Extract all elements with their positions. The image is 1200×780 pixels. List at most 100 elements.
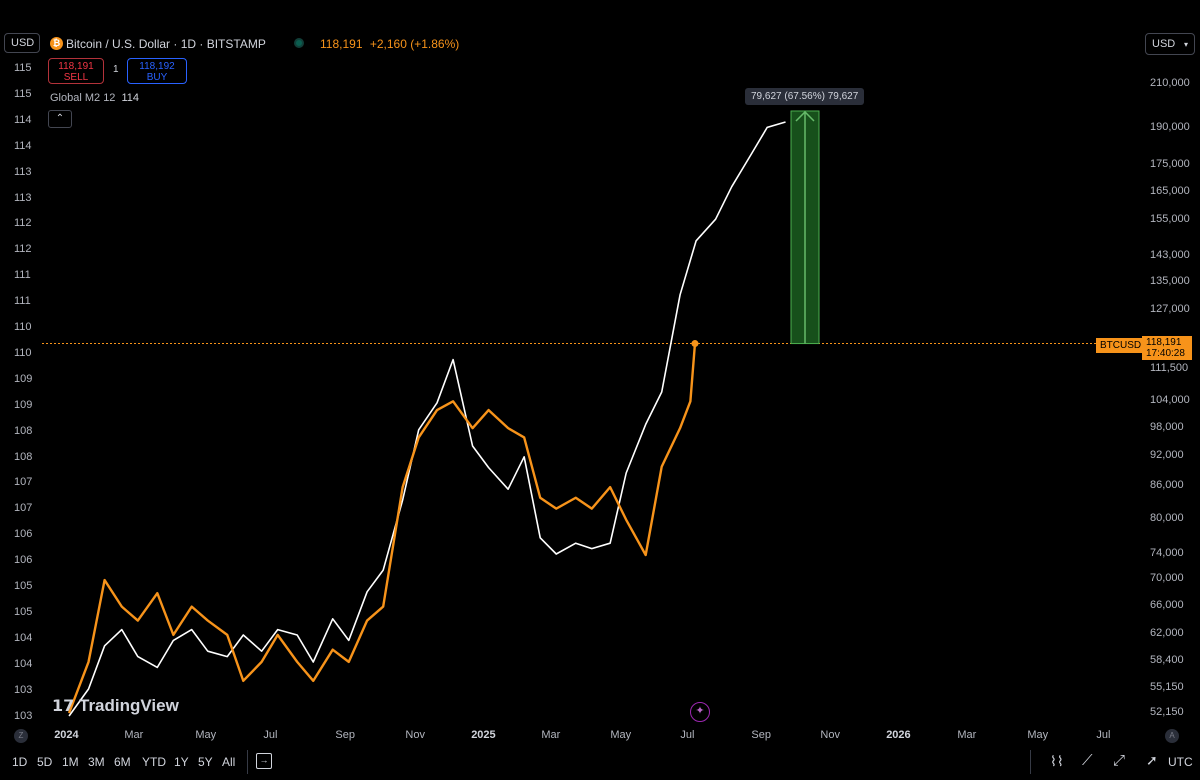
assistant-icon[interactable]: ✦ [690, 702, 710, 722]
toolbar-separator [1030, 750, 1031, 774]
chevron-down-icon: ▾ [1183, 39, 1188, 49]
zoom-left-button[interactable]: Z [14, 729, 28, 743]
left-axis-tick: 104 [14, 631, 33, 644]
ray-line-icon[interactable]: ⤢ [1113, 752, 1126, 769]
left-axis-tick: 105 [14, 580, 33, 592]
left-axis-tick: 106 [14, 554, 33, 567]
price-tag-value: 118,191 [1146, 337, 1182, 348]
spread-value: 1 [113, 64, 119, 75]
sell-label: SELL [63, 72, 89, 83]
right-axis-tick: 74,000 [1150, 547, 1184, 559]
price-header: 118,191 +2,160 (+1.86%) [320, 37, 459, 51]
time-axis-tick: Mar [124, 729, 144, 741]
timeframe-button-1y[interactable]: 1Y [174, 755, 189, 769]
symbol-title[interactable]: Bitcoin / U.S. Dollar · 1D · BITSTAMP [66, 37, 266, 51]
measure-arrow-head [795, 110, 815, 122]
left-axis-tick: 107 [14, 502, 33, 515]
timezone-label[interactable]: UTC [1168, 755, 1193, 769]
left-price-axis[interactable]: 115 115 114 114 113 113 112 112 111 111 110 110 109 1… [0, 0, 40, 780]
time-axis-tick: 2026 [886, 729, 911, 741]
left-axis-tick: 109 [14, 372, 33, 385]
currency-selector-left[interactable]: USD [4, 33, 40, 53]
auto-scale-button[interactable]: A [1165, 729, 1179, 743]
timeframe-button-all[interactable]: All [222, 755, 236, 769]
sell-price: 118,191 [58, 61, 94, 72]
left-axis-tick: 114 [14, 139, 32, 152]
left-axis-tick: 112 [14, 243, 32, 256]
right-axis-tick: 127,000 [1150, 303, 1190, 315]
right-axis-tick: 92,000 [1150, 449, 1184, 461]
time-axis-tick: Sep [751, 729, 771, 741]
indicator-value: 114 [121, 92, 139, 104]
left-axis-tick: 103 [14, 709, 33, 722]
left-axis-tick: 111 [14, 295, 31, 308]
collapse-legend-button[interactable]: ⌃ [48, 110, 72, 128]
left-axis-tick: 109 [14, 398, 33, 411]
price-tag-countdown: 17:40:28 [1146, 348, 1185, 359]
left-axis-tick: 112 [14, 217, 32, 230]
right-axis-tick: 62,000 [1150, 627, 1184, 639]
currency-selector-right[interactable]: USD ▾ [1145, 33, 1195, 55]
date-range-icon[interactable]: → [256, 753, 272, 769]
left-axis-tick: 114 [14, 113, 32, 126]
timeframe-button-3m[interactable]: 3M [88, 755, 105, 769]
tv-logo-icon: 𝟭𝟳 [52, 698, 75, 715]
tradingview-logo: 𝟭𝟳 TradingView [52, 696, 179, 716]
tv-logo-text: TradingView [79, 696, 179, 715]
time-axis-tick: Jul [263, 729, 278, 741]
timeframe-button-1d[interactable]: 1D [12, 755, 28, 769]
left-axis-tick: 113 [14, 165, 32, 178]
m2-series-line [68, 121, 786, 717]
trend-line-icon[interactable]: ⟋ [1082, 752, 1093, 769]
right-axis-tick: 210,000 [1150, 77, 1190, 89]
right-axis-tick: 111,500 [1150, 362, 1189, 374]
left-axis-tick: 105 [14, 605, 33, 618]
left-axis-tick: 111 [14, 269, 31, 282]
price-change: +2,160 (+1.86%) [369, 37, 460, 51]
btc-series-line [67, 343, 697, 714]
time-axis-tick: 2024 [54, 729, 79, 741]
time-axis-tick: Jul [680, 729, 695, 741]
left-axis-tick: 108 [14, 424, 33, 437]
market-status-icon[interactable] [294, 38, 304, 48]
measure-label: 79,627 (67.56%) 79,627 [745, 88, 865, 105]
indicator-legend[interactable]: Global M2 12 114 [50, 92, 139, 104]
right-axis-tick: 66,000 [1150, 599, 1184, 611]
buy-label: BUY [146, 72, 168, 83]
indicator-name: Global M2 12 [50, 92, 116, 104]
right-axis-tick: 70,000 [1150, 572, 1184, 584]
timeframe-button-6m[interactable]: 6M [114, 755, 131, 769]
right-axis-tick: 190,000 [1150, 121, 1190, 133]
currency-label-left: USD [11, 37, 35, 49]
right-axis-tick: 175,000 [1150, 158, 1190, 170]
bitcoin-icon: ₿ [50, 37, 63, 50]
time-axis-tick: Nov [405, 729, 425, 741]
left-axis-tick: 106 [14, 528, 33, 541]
left-axis-tick: 104 [14, 657, 33, 670]
time-axis-tick: May [610, 729, 632, 741]
indicators-chart-icon[interactable]: ⌇⌇ [1050, 753, 1064, 769]
timeframe-button-5y[interactable]: 5Y [198, 755, 213, 769]
time-axis-tick: Mar [541, 729, 561, 741]
time-axis-tick: Nov [820, 729, 840, 741]
right-axis-tick: 58,400 [1150, 654, 1184, 666]
timeframe-button-5d[interactable]: 5D [37, 755, 53, 769]
buy-price: 118,192 [139, 61, 175, 72]
time-axis-tick: 2025 [471, 729, 496, 741]
cursor-icon[interactable]: ➚ [1146, 752, 1158, 768]
left-axis-tick: 113 [14, 191, 32, 204]
timeframe-button-ytd[interactable]: YTD [142, 755, 166, 769]
buy-button[interactable]: 118,192 BUY [127, 58, 187, 84]
time-axis-tick: Mar [957, 729, 977, 741]
left-axis-tick: 115 [14, 62, 32, 74]
sell-button[interactable]: 118,191 SELL [48, 58, 104, 84]
right-axis-tick: 165,000 [1150, 185, 1190, 197]
price-tag: 118,191 17:40:28 [1142, 336, 1192, 360]
timeframe-button-1m[interactable]: 1M [62, 755, 79, 769]
time-axis-tick: May [1027, 729, 1049, 741]
right-axis-tick: 135,000 [1150, 275, 1190, 287]
time-axis-tick: Sep [335, 729, 355, 741]
symbol-price-tag: BTCUSD [1096, 338, 1146, 353]
chevron-up-icon: ⌃ [55, 113, 65, 124]
